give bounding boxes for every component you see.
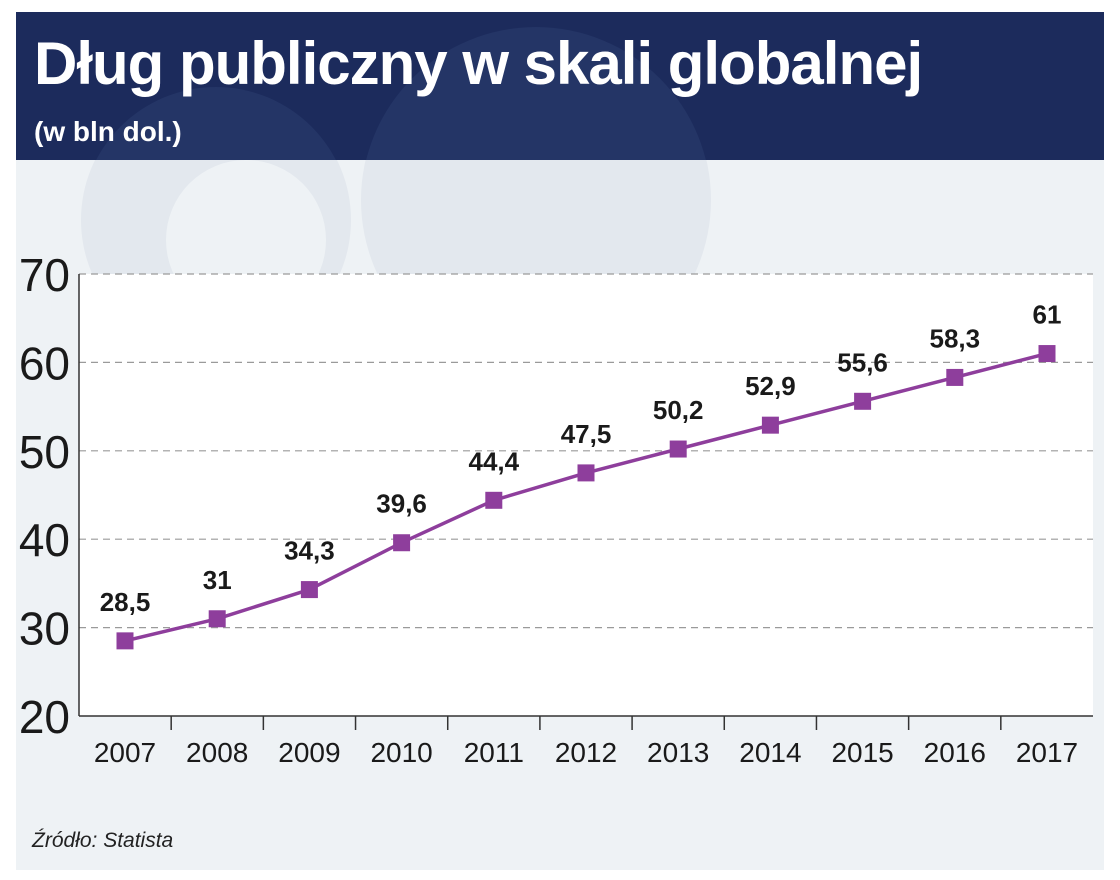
data-label: 28,5 xyxy=(100,587,151,617)
header-banner: Dług publiczny w skali globalnej (w bln … xyxy=(16,12,1104,160)
y-tick-label: 40 xyxy=(19,514,70,566)
x-tick-label: 2013 xyxy=(647,737,709,768)
data-point-marker xyxy=(577,464,595,482)
data-label: 52,9 xyxy=(745,371,796,401)
y-tick-label: 60 xyxy=(19,337,70,389)
data-label: 34,3 xyxy=(284,536,335,566)
y-tick-label: 50 xyxy=(19,426,70,478)
data-label: 58,3 xyxy=(929,323,980,353)
data-point-marker xyxy=(854,392,872,410)
x-tick-label: 2015 xyxy=(831,737,893,768)
x-tick-label: 2010 xyxy=(370,737,432,768)
x-tick-label: 2014 xyxy=(739,737,801,768)
x-tick-label: 2017 xyxy=(1016,737,1078,768)
data-point-marker xyxy=(669,440,687,458)
chart-subtitle: (w bln dol.) xyxy=(34,116,182,147)
source-note: Źródło: Statista xyxy=(32,829,174,852)
data-label: 47,5 xyxy=(561,419,612,449)
x-tick-label: 2011 xyxy=(464,737,524,768)
data-point-marker xyxy=(116,632,134,650)
y-axis-tick-labels: 20 30 40 50 60 70 xyxy=(19,249,70,743)
data-label: 55,6 xyxy=(837,347,888,377)
header-watermark xyxy=(96,27,706,160)
data-point-marker xyxy=(208,610,226,628)
x-tick-label: 2016 xyxy=(924,737,986,768)
data-label: 50,2 xyxy=(653,395,704,425)
axes xyxy=(78,274,1093,730)
x-tick-label: 2009 xyxy=(278,737,340,768)
data-point-marker xyxy=(946,368,964,386)
x-axis-tick-labels: 2007 2008 2009 2010 2011 2012 2013 2014 2015 2016… xyxy=(94,737,1078,768)
data-point-marker xyxy=(300,581,318,599)
x-tick-label: 2007 xyxy=(94,737,156,768)
chart-title: Dług publiczny w skali globalnej xyxy=(34,30,923,97)
y-tick-label: 70 xyxy=(19,249,70,301)
data-label: 31 xyxy=(203,565,232,595)
data-point-marker xyxy=(761,416,779,434)
x-tick-label: 2008 xyxy=(186,737,248,768)
data-label: 61 xyxy=(1033,300,1062,330)
data-label: 44,4 xyxy=(468,446,519,476)
data-label: 39,6 xyxy=(376,489,427,519)
gridlines xyxy=(79,273,1093,629)
y-tick-label: 20 xyxy=(19,691,70,743)
data-labels: 28,5 31 34,3 39,6 44,4 47,5 50,2 52,9 55,6 58,3 61 xyxy=(100,300,1062,617)
y-tick-label: 30 xyxy=(19,603,70,655)
data-point-marker xyxy=(393,534,411,552)
plot-area xyxy=(79,274,1093,716)
data-point-marker xyxy=(1038,345,1056,363)
x-tick-label: 2012 xyxy=(555,737,617,768)
series-markers xyxy=(116,345,1056,650)
data-point-marker xyxy=(485,491,503,509)
